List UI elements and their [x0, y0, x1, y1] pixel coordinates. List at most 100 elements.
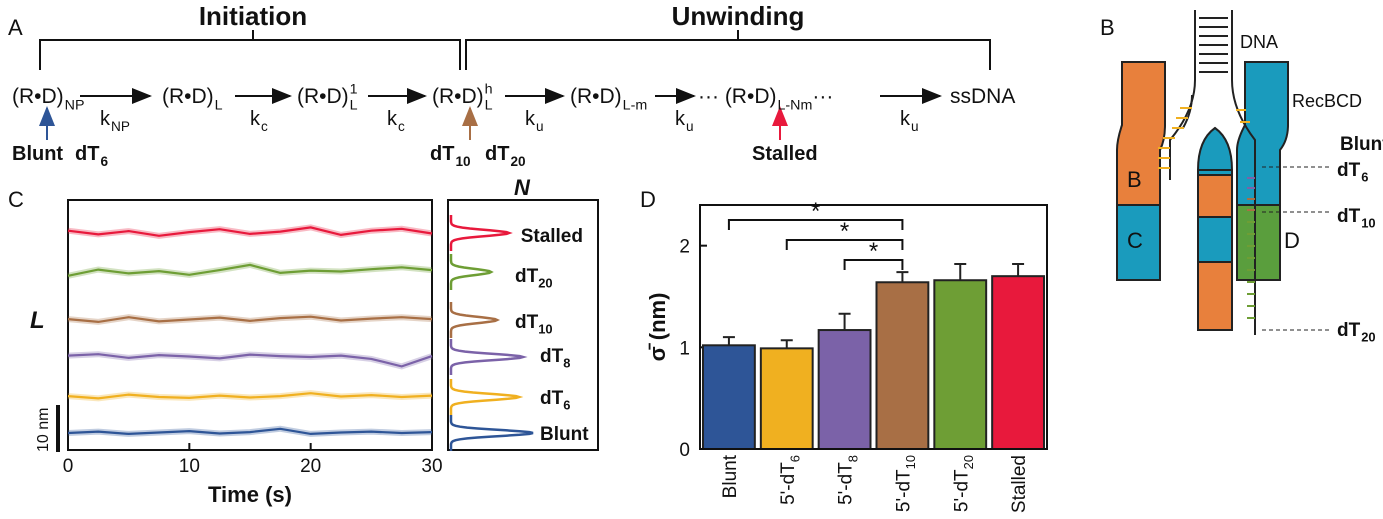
ss-bases — [1158, 107, 1255, 319]
rate: k — [525, 108, 536, 130]
phase-title: Unwinding — [672, 1, 805, 31]
x-tick-label: 0 — [63, 456, 74, 477]
series-label: dT20 — [515, 266, 553, 291]
site-dashes — [1262, 166, 1330, 331]
plot-frame — [67, 199, 433, 451]
y-axis-label: σ̄ (nm) — [645, 293, 670, 362]
series-label: dT10 — [515, 312, 553, 337]
state-sup: 1 — [350, 82, 358, 98]
y-tick-label: 0 — [679, 440, 690, 461]
error-bar — [1012, 262, 1025, 277]
rate: k — [250, 108, 261, 130]
x-tick-label: 30 — [421, 456, 442, 477]
state: (R•D) — [297, 85, 349, 108]
enzyme-label: RecBCD — [1292, 91, 1362, 111]
rate: k — [387, 108, 398, 130]
significance-bracket — [785, 239, 904, 250]
x-tick-label: Stalled — [1009, 455, 1030, 513]
phase-title: Initiation — [199, 1, 307, 31]
site-label-sub: 20 — [1361, 330, 1375, 345]
histogram — [449, 339, 528, 375]
x-tick-label: 5'-dT6 — [778, 455, 803, 505]
panel-label: D — [640, 187, 656, 212]
x-tick-label: 5'-dT8 — [836, 455, 861, 505]
rate-sub: NP — [111, 119, 130, 134]
trace — [67, 427, 433, 436]
histogram — [449, 254, 494, 290]
trace — [67, 263, 433, 277]
significance-bracket — [727, 219, 904, 230]
bar — [933, 279, 988, 450]
trace — [67, 315, 433, 324]
histogram — [449, 379, 524, 415]
plot-frame — [699, 204, 1048, 450]
x-tick-label: Blunt — [720, 454, 741, 498]
error-bar — [954, 262, 967, 281]
state: ··· (R•D) — [698, 85, 776, 108]
error-bar — [722, 336, 735, 346]
rate-sub: c — [261, 119, 268, 134]
state-sub: L-Nm — [777, 97, 812, 113]
state: (R•D) — [570, 85, 622, 108]
trace — [67, 353, 433, 368]
entry-label-sub: 20 — [510, 154, 525, 169]
y-tick-label: 2 — [679, 237, 690, 258]
entry-label: dT — [485, 143, 509, 165]
state: (R•D) — [162, 85, 214, 108]
rate-sub: u — [911, 119, 919, 134]
series-label: Blunt — [540, 424, 589, 445]
state-sub: L — [215, 97, 223, 113]
bar — [817, 329, 872, 450]
trace-raw — [67, 261, 433, 279]
x-tick-label: 5'-dT20 — [951, 455, 976, 512]
site-label-sub: 6 — [1361, 170, 1368, 185]
rate: k — [675, 108, 686, 130]
bar — [759, 347, 814, 451]
histogram-label: N — [514, 175, 531, 200]
state-sub: L — [485, 97, 493, 113]
panel-label: A — [8, 15, 23, 40]
error-bar — [838, 312, 851, 331]
scheme-brackets — [39, 30, 991, 70]
rate-sub: u — [536, 119, 544, 134]
state: ssDNA — [950, 85, 1015, 108]
significance-bracket — [843, 259, 904, 270]
panel-label: C — [8, 187, 24, 212]
entry-label: Stalled — [752, 143, 818, 165]
rate-sub: c — [398, 119, 405, 134]
histogram — [449, 302, 501, 338]
series-label: dT6 — [540, 388, 570, 413]
trace — [67, 226, 433, 237]
state: (R•D) — [432, 85, 484, 108]
x-axis-label: Time (s) — [208, 482, 292, 507]
dna-rungs — [1199, 17, 1228, 73]
rate: k — [100, 108, 111, 130]
state: (R•D) — [12, 85, 64, 108]
x-tick-label: 20 — [300, 456, 321, 477]
histogram-frame — [447, 199, 599, 451]
scale-bar-label: 10 nm — [35, 408, 52, 452]
subunit-label: C — [1127, 228, 1143, 253]
state-sub: NP — [65, 97, 85, 113]
significance-label: * — [869, 238, 878, 265]
recbcd-diagram — [1116, 10, 1289, 335]
series-label: Stalled — [521, 226, 583, 247]
panel-label: B — [1100, 15, 1115, 40]
state-sub: L — [350, 97, 358, 113]
entry-label: dT — [75, 143, 99, 165]
site-label-sub: 10 — [1361, 216, 1375, 231]
entry-label: Blunt — [12, 143, 63, 165]
y-axis-label: L — [30, 307, 45, 334]
error-bar — [896, 271, 909, 283]
y-tick-label: 1 — [679, 338, 690, 359]
bar — [702, 344, 756, 450]
site-label: dT — [1337, 160, 1361, 181]
site-label: dT — [1337, 320, 1361, 341]
histogram — [449, 415, 534, 451]
rate: k — [900, 108, 911, 130]
rate-sub: u — [686, 119, 694, 134]
error-bar — [780, 339, 793, 349]
series-label: dT8 — [540, 346, 570, 371]
dna-label: DNA — [1240, 32, 1278, 52]
